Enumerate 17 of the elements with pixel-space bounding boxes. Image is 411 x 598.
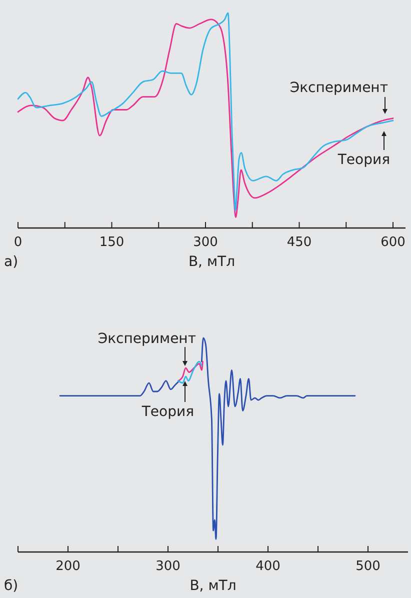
- x-tick-label: 300: [156, 559, 180, 574]
- x-axis-title: B, мТл: [190, 578, 236, 594]
- x-axis-title: B, мТл: [188, 254, 236, 270]
- text: б): [4, 578, 18, 594]
- text: а): [4, 254, 18, 270]
- x-tick-label: 0: [14, 235, 22, 250]
- x-tick-label: 200: [56, 559, 80, 574]
- series-label: Эксперимент: [98, 331, 196, 347]
- x-tick-label: 500: [356, 559, 380, 574]
- series-label: Теория: [140, 404, 194, 420]
- x-tick-label: 300: [193, 235, 218, 250]
- series-label: Эксперимент: [290, 80, 388, 96]
- x-tick-label: 450: [286, 235, 312, 250]
- x-tick-label: 600: [380, 235, 406, 250]
- series-label: Теория: [336, 152, 390, 168]
- x-tick-label: 150: [99, 235, 124, 250]
- x-tick-label: 400: [256, 559, 280, 574]
